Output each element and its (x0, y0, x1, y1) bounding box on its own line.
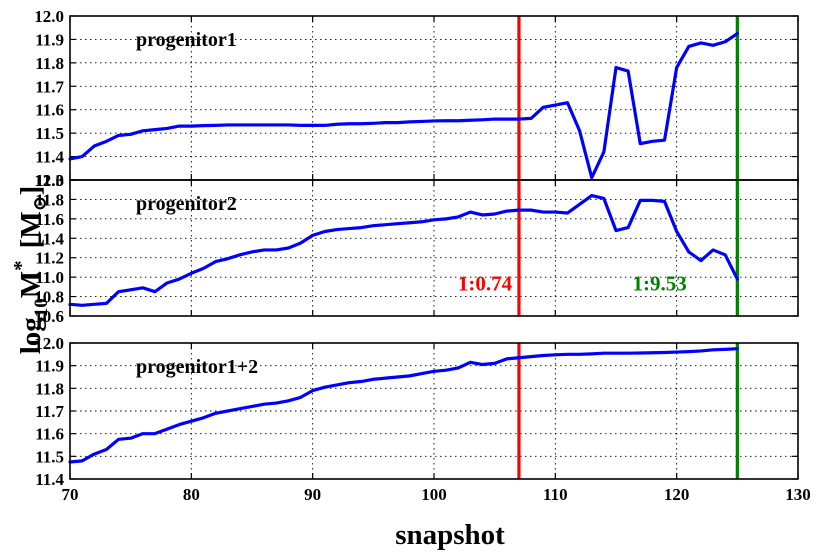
merger-ratio-label-p2-1: 1:0.74 (458, 272, 513, 296)
y-tick-label-p3-0: 11.4 (35, 470, 64, 489)
x-tick-label-3: 100 (421, 485, 447, 504)
y-axis-title-unit-close: ] (15, 186, 47, 196)
y-tick-label-p3-6: 12.0 (34, 334, 64, 353)
y-tick-label-p1-0: 11.3 (35, 171, 64, 190)
series-line-p1 (68, 31, 739, 180)
y-tick-label-p3-3: 11.7 (35, 402, 64, 421)
panel-label-p2: progenitor2 (136, 193, 237, 215)
y-tick-label-p2-7: 12.0 (34, 171, 64, 190)
y-tick-label-p1-5: 11.8 (35, 54, 64, 73)
y-tick-label-p1-2: 11.5 (35, 124, 64, 143)
y-axis-title-sup: * (9, 260, 33, 271)
y-axis-title-unit-sym: ⊙ (30, 195, 51, 211)
plot-frame-p2 (69, 179, 799, 317)
x-tick-label-4: 110 (543, 485, 568, 504)
x-tick-label-0: 70 (62, 485, 79, 504)
y-tick-label-p1-1: 11.4 (35, 148, 64, 167)
series-line-p2 (68, 193, 739, 307)
merger-ratio-label-p2-2: 1:9.53 (633, 272, 687, 296)
y-tick-label-p3-1: 11.5 (35, 447, 64, 466)
y-tick-label-p1-7: 12.0 (34, 7, 64, 26)
x-tick-label-2: 90 (304, 485, 321, 504)
y-axis-title-sub: 10 (31, 298, 52, 317)
y-tick-label-p1-3: 11.6 (35, 101, 64, 120)
series-line-p3 (68, 347, 739, 464)
y-tick-label-p2-0: 10.6 (34, 307, 64, 326)
y-tick-label-p2-1: 10.8 (34, 288, 64, 307)
y-tick-label-p1-6: 11.9 (35, 30, 64, 49)
x-tick-label-1: 80 (183, 485, 200, 504)
x-tick-label-5: 120 (664, 485, 690, 504)
y-axis-title-unit-open: [M (15, 211, 47, 248)
y-tick-label-p2-3: 11.2 (35, 249, 64, 268)
y-axis-title-m: M (15, 271, 47, 298)
y-tick-label-p2-4: 11.4 (35, 229, 64, 248)
y-tick-label-p2-2: 11.0 (35, 268, 64, 287)
x-tick-label-6: 130 (785, 485, 811, 504)
y-axis-title-log: log (15, 317, 47, 355)
y-tick-label-p2-5: 11.6 (35, 210, 64, 229)
y-tick-label-p3-5: 11.9 (35, 357, 64, 376)
panel-label-p3: progenitor1+2 (136, 356, 258, 378)
x-axis-title: snapshot (395, 519, 505, 551)
plot-frame-p3 (69, 342, 799, 480)
y-axis-title: log10M* [M⊙] (9, 186, 52, 355)
panel-label-p1: progenitor1 (136, 29, 237, 51)
y-tick-label-p3-4: 11.8 (35, 379, 64, 398)
y-tick-label-p2-6: 11.8 (35, 190, 64, 209)
y-tick-label-p3-2: 11.6 (35, 425, 64, 444)
y-tick-label-p1-4: 11.7 (35, 77, 64, 96)
